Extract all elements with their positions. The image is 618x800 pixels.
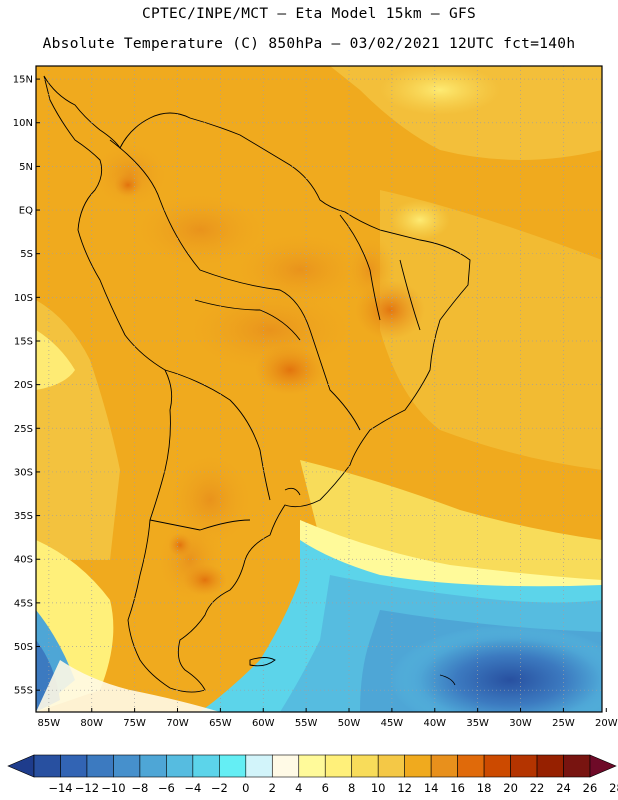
lat-label: 45S bbox=[14, 598, 33, 609]
colorbar-label: 6 bbox=[322, 781, 329, 795]
lon-label: 55W bbox=[295, 718, 318, 729]
field-hot-argentina bbox=[168, 533, 192, 557]
lon-label: 85W bbox=[38, 718, 61, 729]
field-warm-central bbox=[180, 285, 360, 375]
field-south-atlantic-paleband bbox=[300, 520, 602, 600]
map-frame bbox=[35, 65, 603, 713]
lon-label: 60W bbox=[252, 718, 275, 729]
colorbar-swatch bbox=[33, 754, 61, 778]
lon-label: 50W bbox=[338, 718, 361, 729]
colorbar-swatch bbox=[377, 754, 405, 778]
lat-label: 25S bbox=[14, 424, 33, 435]
lat-label: 10S bbox=[14, 293, 33, 304]
colorbar-label: −4 bbox=[184, 781, 201, 795]
lat-label: 15N bbox=[13, 75, 33, 86]
colorbar-label: −14 bbox=[48, 781, 72, 795]
colorbar-label: 10 bbox=[371, 781, 386, 795]
lon-label: 30W bbox=[509, 718, 532, 729]
colorbar-swatch bbox=[86, 754, 114, 778]
colorbar-swatch bbox=[192, 754, 220, 778]
coastlines bbox=[43, 75, 471, 693]
lat-label: 30S bbox=[14, 467, 33, 478]
colorbar-label: 16 bbox=[450, 781, 465, 795]
lon-label: 45W bbox=[381, 718, 404, 729]
colorbar-label: 22 bbox=[530, 781, 545, 795]
colorbar-label: 20 bbox=[503, 781, 518, 795]
field-hot-pantanal bbox=[255, 345, 325, 395]
colorbar-max-triangle bbox=[589, 754, 617, 778]
colorbar-swatch bbox=[510, 754, 538, 778]
colorbar-swatch bbox=[536, 754, 564, 778]
colorbar-swatch bbox=[483, 754, 511, 778]
field-tropical-atlantic bbox=[380, 190, 602, 470]
lon-label: 65W bbox=[209, 718, 232, 729]
lon-label: 35W bbox=[466, 718, 489, 729]
colorbar-swatch bbox=[563, 754, 591, 778]
temperature-field bbox=[36, 66, 602, 712]
lat-label: 50S bbox=[14, 642, 33, 653]
colorbar-label: 18 bbox=[477, 781, 492, 795]
colorbar-swatch bbox=[139, 754, 167, 778]
colorbar-label: 2 bbox=[269, 781, 276, 795]
lon-label: 20W bbox=[595, 718, 618, 729]
colorbar-label: 12 bbox=[397, 781, 412, 795]
lon-label: 25W bbox=[552, 718, 575, 729]
field-hot-colombia bbox=[114, 173, 142, 197]
colorbar-swatch bbox=[271, 754, 300, 778]
field-pale-caribbean bbox=[380, 66, 500, 115]
colorbar-swatch bbox=[245, 754, 273, 778]
lon-label: 80W bbox=[80, 718, 103, 729]
field-pacific-pale bbox=[36, 330, 75, 390]
lat-label: 5N bbox=[19, 162, 33, 173]
colorbar-label: 0 bbox=[242, 781, 249, 795]
colorbar-swatch bbox=[324, 754, 353, 778]
colorbar-swatch bbox=[113, 754, 141, 778]
colorbar-min-triangle bbox=[7, 754, 35, 778]
colorbar-label: 24 bbox=[556, 781, 571, 795]
colorbar-label: 4 bbox=[295, 781, 302, 795]
colorbar-swatch bbox=[60, 754, 88, 778]
colorbar-label: −10 bbox=[101, 781, 125, 795]
field-drake-pale bbox=[36, 660, 220, 712]
colorbar-label: −12 bbox=[75, 781, 99, 795]
chart-title-line1: CPTEC/INPE/MCT – Eta Model 15km – GFS bbox=[141, 6, 477, 22]
field-hot-patagonia bbox=[183, 564, 227, 596]
colorbar-swatch bbox=[404, 754, 432, 778]
lat-label: 20S bbox=[14, 380, 33, 391]
colorbar-label: −8 bbox=[131, 781, 148, 795]
colorbar-swatch bbox=[298, 754, 326, 778]
lat-label: 35S bbox=[14, 511, 33, 522]
field-cold-core bbox=[390, 625, 602, 712]
colorbar-swatch bbox=[457, 754, 485, 778]
colorbar-label: 26 bbox=[583, 781, 598, 795]
lat-label: 15S bbox=[14, 336, 33, 347]
colorbar-swatch bbox=[430, 754, 458, 778]
field-south-atlantic-yellow bbox=[300, 460, 602, 590]
colorbar-label: 14 bbox=[424, 781, 439, 795]
lat-label: 10N bbox=[13, 118, 33, 129]
field-pale-atlantic bbox=[390, 200, 450, 240]
chart-title-line2: Absolute Temperature (C) 850hPa – 03/02/… bbox=[42, 36, 576, 52]
colorbar-swatch bbox=[166, 754, 194, 778]
colorbar: −14 −12 −10 −8 −6 −4 −2 0 2 4 6 8 10 12 14 16 18 20 22 24 26… bbox=[7, 754, 618, 795]
latitude-labels: 15N 10N 5N EQ 5S 10S 15S 20S 25S 30S 35S 40S 45S 50S 5… bbox=[13, 75, 40, 697]
colorbar-label: 28 bbox=[609, 781, 618, 795]
colorbar-label: −2 bbox=[211, 781, 228, 795]
lat-label: 55S bbox=[14, 686, 33, 697]
lon-label: 40W bbox=[423, 718, 446, 729]
lon-label: 70W bbox=[166, 718, 189, 729]
colorbar-label: 8 bbox=[348, 781, 355, 795]
colorbar-swatch bbox=[351, 754, 379, 778]
colorbar-label: −6 bbox=[158, 781, 175, 795]
lat-label: 5S bbox=[20, 249, 33, 260]
lon-label: 75W bbox=[123, 718, 146, 729]
lat-label: 40S bbox=[14, 555, 33, 566]
colorbar-swatch bbox=[219, 754, 247, 778]
lat-label: EQ bbox=[19, 206, 33, 217]
longitude-labels: 85W 80W 75W 70W 65W 60W 55W 50W 45W 40W 35W 30W 25W 2… bbox=[38, 708, 618, 729]
